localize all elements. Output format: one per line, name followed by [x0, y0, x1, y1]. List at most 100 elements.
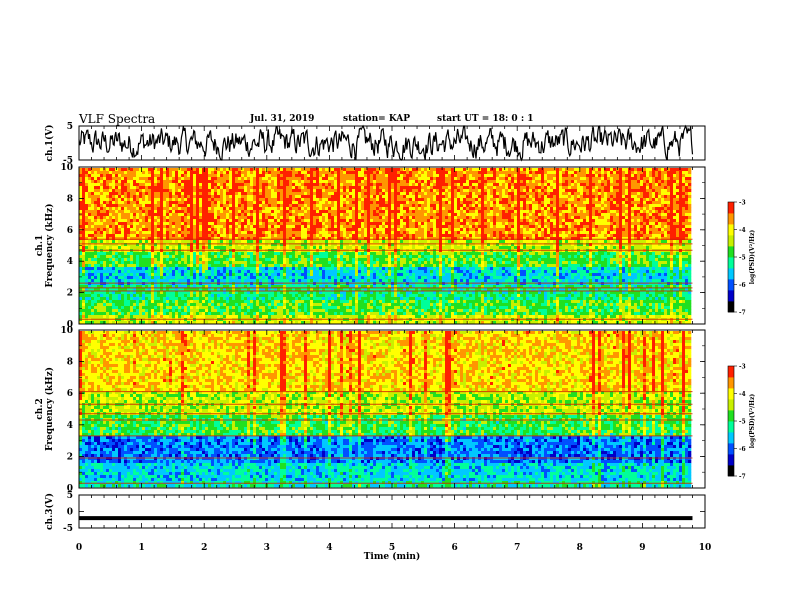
ch1-spec-cell — [682, 174, 685, 177]
ch1-spec-cell — [133, 234, 136, 237]
ch1-spec-cell — [283, 177, 286, 180]
ch1-spec-cell — [166, 219, 169, 222]
ch1-spec-cell — [649, 177, 652, 180]
ch1-spec-cell — [187, 204, 190, 207]
ch1-spec-cell — [256, 213, 259, 216]
ch1-spec-cell — [361, 228, 364, 231]
ch1-spec-cell — [250, 195, 253, 198]
ch1-spec-cell — [358, 213, 361, 216]
ch1-spec-cell — [268, 192, 271, 195]
ch1-spec-cell — [421, 201, 424, 204]
ch1-spec-cell — [646, 168, 649, 171]
ch1-spec-cell — [307, 177, 310, 180]
ch1-spec-cell — [154, 177, 157, 180]
ch1-spec-cell — [373, 195, 376, 198]
ch1-spec-cell — [598, 234, 601, 237]
ch1-spec-cell — [307, 222, 310, 225]
ch1-spec-cell — [328, 228, 331, 231]
ch1-spec-cell — [193, 180, 196, 183]
ch1-spec-cell — [454, 180, 457, 183]
ch1-spec-cell — [271, 210, 274, 213]
ch1-spec-cell — [529, 198, 532, 201]
ch1-spec-cell — [604, 171, 607, 174]
ch1-spec-cell — [544, 234, 547, 237]
ch1-spec-cell — [385, 204, 388, 207]
ch1-spec-cell — [682, 186, 685, 189]
ch1-spec-cell — [643, 180, 646, 183]
ch1-spec-cell — [403, 183, 406, 186]
ch1-spec-cell — [229, 171, 232, 174]
ch1-spec-cell — [445, 195, 448, 198]
ch1-spec-cell — [259, 183, 262, 186]
ch1-spec-cell — [469, 174, 472, 177]
ch1-spec-cell — [250, 210, 253, 213]
ch1-spec-cell — [238, 225, 241, 228]
ch1-spec-cell — [487, 195, 490, 198]
ch1-spec-cell — [562, 210, 565, 213]
ch1-spec-cell — [283, 219, 286, 222]
ch1-spec-cell — [451, 210, 454, 213]
ch1-spec-cell — [289, 222, 292, 225]
ch1-spec-cell — [301, 213, 304, 216]
ch1-spec-cell — [232, 174, 235, 177]
ch1-spec-cell — [568, 210, 571, 213]
ch1-spec-cell — [136, 234, 139, 237]
ch1-spec-cell — [136, 207, 139, 210]
ch1-spec-cell — [484, 231, 487, 234]
ch1-spec-cell — [205, 207, 208, 210]
ch1-spec-cell — [673, 201, 676, 204]
ch1-spec-cell — [232, 216, 235, 219]
ch1-spec-cell — [196, 195, 199, 198]
ch1-spec-cell — [502, 198, 505, 201]
ch1-spec-cell — [187, 198, 190, 201]
ch1-spec-cell — [508, 198, 511, 201]
ch1-spec-cell — [235, 189, 238, 192]
ch1-spec-cell — [499, 219, 502, 222]
ch1-spec-cell — [217, 180, 220, 183]
ch1-spec-cell — [388, 207, 391, 210]
ch1-spec-cell — [172, 183, 175, 186]
ch1-spec-cell — [475, 189, 478, 192]
ch1-spec-cell — [220, 192, 223, 195]
ch1-spec-cell — [610, 195, 613, 198]
ch1-spec-cell — [454, 204, 457, 207]
ch1-spec-cell — [646, 201, 649, 204]
ch1-spec-cell — [442, 216, 445, 219]
ch1-spec-cell — [514, 192, 517, 195]
ch1-spec-cell — [328, 180, 331, 183]
ch1-spec-cell — [568, 168, 571, 171]
ch1-spec-cell — [595, 216, 598, 219]
ch1-spec-cell — [322, 171, 325, 174]
ch1-spec-cell — [289, 186, 292, 189]
ch1-spec-cell — [511, 201, 514, 204]
ch1-spec-cell — [343, 171, 346, 174]
ch1-spec-cell — [406, 225, 409, 228]
ch1-spec-cell — [226, 237, 229, 240]
ch1-spec-cell — [250, 183, 253, 186]
ch1-spec-cell — [214, 210, 217, 213]
ch1-spec-cell — [271, 168, 274, 171]
ch1-spec-cell — [433, 180, 436, 183]
ch1-spec-cell — [181, 171, 184, 174]
ch1-spec-cell — [316, 174, 319, 177]
ch1-spec-cell — [301, 234, 304, 237]
ch1-spec-cell — [91, 222, 94, 225]
ch1-spec-cell — [232, 210, 235, 213]
ch1-spec-cell — [361, 198, 364, 201]
ch1-spec-cell — [550, 210, 553, 213]
ch1-spec-cell — [130, 177, 133, 180]
ch1-spec-cell — [484, 189, 487, 192]
ch1-spec-cell — [190, 186, 193, 189]
ch1-spec-cell — [334, 171, 337, 174]
ch1-spec-cell — [673, 234, 676, 237]
ch1-spec-cell — [142, 201, 145, 204]
ch1-spec-cell — [316, 198, 319, 201]
ch1-spec-cell — [595, 204, 598, 207]
ch1-spec-cell — [412, 222, 415, 225]
ch1-spec-cell — [670, 195, 673, 198]
ch1-spec-cell — [181, 210, 184, 213]
ch1-spec-cell — [493, 189, 496, 192]
ch1-spec-cell — [430, 180, 433, 183]
ch1-spec-cell — [601, 225, 604, 228]
ch1-spec-cell — [100, 237, 103, 240]
